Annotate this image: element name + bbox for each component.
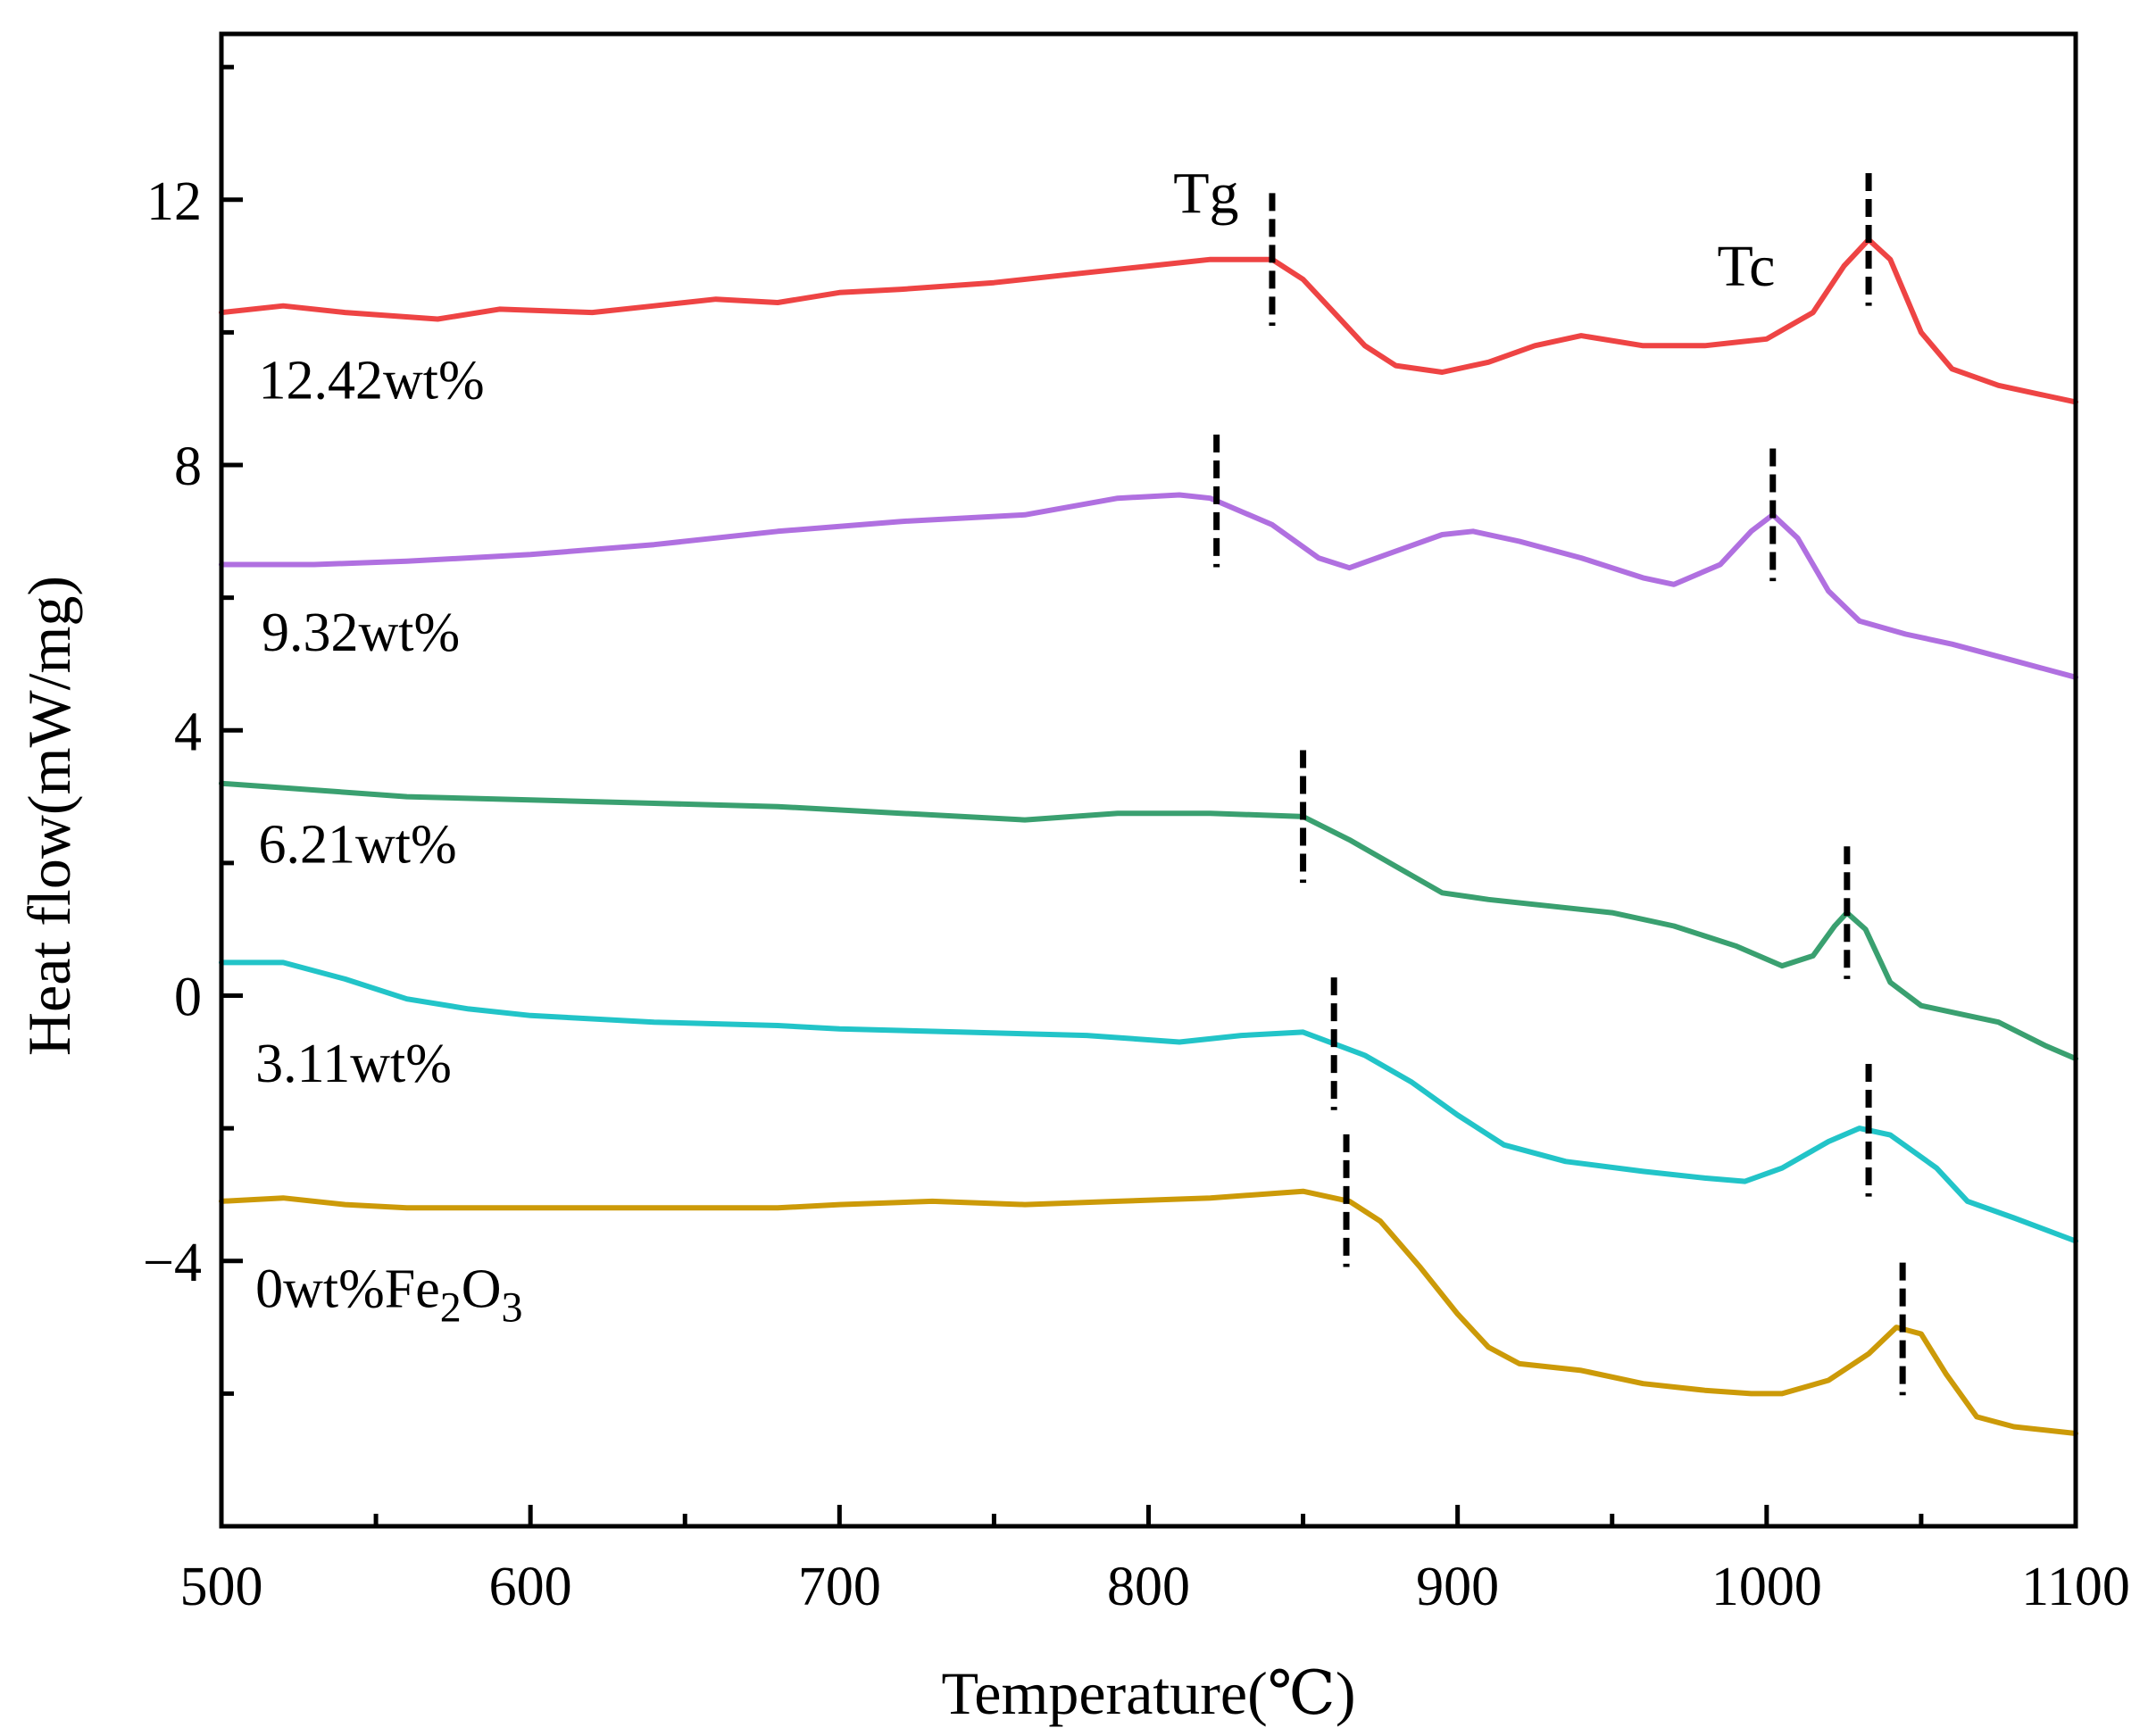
- transition-markers: [1213, 173, 1906, 1396]
- y-tick-label: 0: [174, 968, 202, 1028]
- y-tick-label: −4: [143, 1233, 202, 1293]
- series-line-1: [219, 492, 2078, 680]
- y-axis-title: Heat flow(mW/mg): [15, 576, 83, 1056]
- series-label: 9.32wt%: [262, 602, 460, 663]
- y-tick-label: 4: [174, 702, 202, 762]
- tick-labels: 500 600 700 800 900 1000 1100 −4 0 4 8 12: [143, 171, 2130, 1617]
- x-tick-label: 900: [1416, 1557, 1499, 1617]
- series-line-3: [219, 959, 2078, 1244]
- x-tick-label: 800: [1107, 1557, 1190, 1617]
- series-label: 12.42wt%: [259, 350, 485, 411]
- x-tick-label: 1000: [1711, 1557, 1822, 1617]
- series-label: 6.21wt%: [259, 815, 457, 876]
- x-tick-label: 500: [180, 1557, 263, 1617]
- y-tick-label: 12: [146, 171, 202, 232]
- x-tick-label: 600: [489, 1557, 572, 1617]
- x-tick-label: 700: [798, 1557, 881, 1617]
- x-axis-title: Temperature(℃): [942, 1659, 1356, 1727]
- series-line-2: [219, 780, 2078, 1062]
- y-tick-label: 8: [174, 436, 202, 497]
- series-labels: 12.42wt% 9.32wt% 6.21wt% 3.11wt% 0wt%Fe2O3: [255, 350, 522, 1331]
- series-label: 0wt%Fe2O3: [255, 1258, 522, 1331]
- series-line-4: [219, 1188, 2078, 1436]
- annotations: Tg Tc: [1173, 161, 1775, 299]
- annotation-tc: Tc: [1717, 234, 1775, 299]
- plot-lines: [219, 237, 2078, 1436]
- annotation-tg: Tg: [1173, 161, 1238, 226]
- plot-frame: [219, 31, 2078, 1529]
- x-tick-label: 1100: [2021, 1557, 2130, 1617]
- series-label: 3.11wt%: [255, 1034, 452, 1094]
- series-line-0: [219, 237, 2078, 405]
